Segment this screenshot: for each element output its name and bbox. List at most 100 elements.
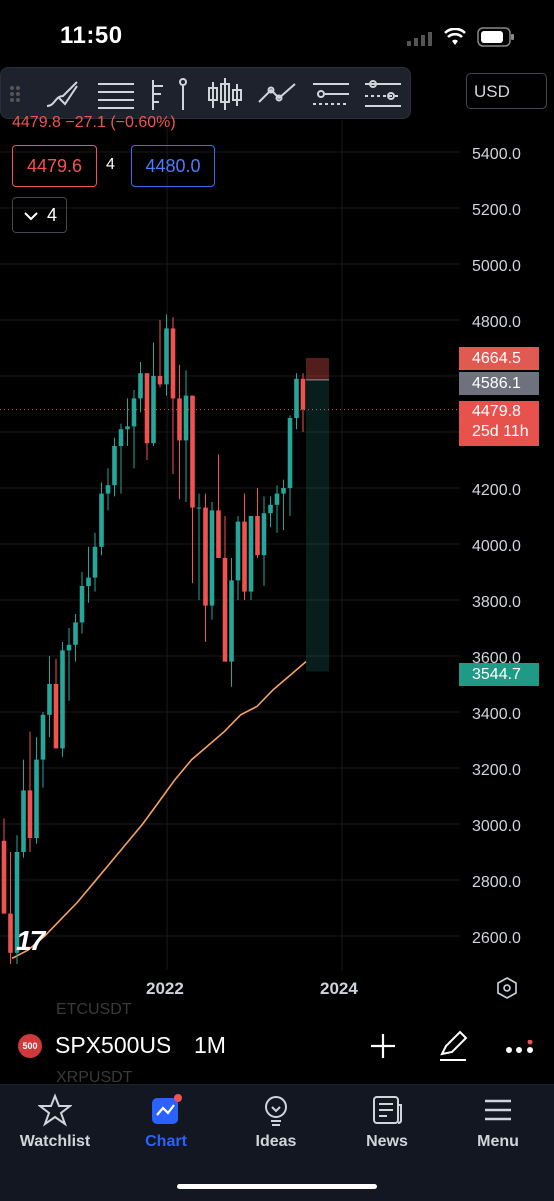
price-tick: 5200.0 [472,202,521,219]
price-tick: 4800.0 [472,314,521,331]
candle-up [86,577,91,586]
tradingview-logo: 17 [16,925,45,956]
moving-average-line [11,660,307,960]
range-icon[interactable] [311,76,351,112]
price-tick: 5000.0 [472,258,521,275]
time-tick: 2024 [320,979,358,998]
candle-up [248,516,254,592]
candle-down [170,328,176,399]
nav-news[interactable]: News [332,1093,442,1151]
nav-label: News [366,1133,408,1150]
date-range-icon[interactable] [363,76,403,112]
nav-label: Chart [145,1133,187,1150]
candle-up [287,418,293,488]
candle-up [34,759,39,838]
indicators-count: 4 [47,205,58,225]
candle-up [138,373,143,399]
trend-icon[interactable] [257,76,297,112]
chart-settings-hexagon-icon[interactable] [495,976,519,1000]
candle-up [66,644,72,651]
nav-watchlist[interactable]: Watchlist [0,1093,110,1151]
candle-up [183,395,189,441]
time-tick: 2022 [146,979,184,998]
candle-up [112,446,117,486]
candle-down [1,840,7,914]
star-icon [38,1093,72,1127]
price-tick: 4000.0 [472,538,521,555]
horizontal-lines-icon[interactable] [96,76,136,112]
menu-icon [485,1099,511,1121]
candle-up [274,493,280,505]
stop-loss-label: 3544.7 [459,663,539,686]
currency-label: USD [474,82,510,101]
drag-handle-icon[interactable] [5,76,25,112]
price-tick: 3600.0 [472,650,521,667]
more-icon[interactable] [505,1039,535,1061]
candle-up [14,852,20,953]
candle-up [196,507,202,509]
candles-icon[interactable] [205,76,245,112]
spread-value: 4 [106,156,115,173]
bar-countdown: 25d 11h [472,423,529,440]
nav-ideas[interactable]: Ideas [221,1093,331,1151]
status-time: 11:50 [60,22,123,49]
news-icon [373,1096,402,1124]
candle-down [300,378,306,410]
stop-zone [306,379,329,672]
candle-down [27,790,33,838]
battery-icon [477,27,515,52]
candle-up [235,521,241,581]
candle-up [92,546,98,578]
candle-up [73,622,78,645]
price-tick: 4200.0 [472,482,521,499]
fib-icon[interactable] [149,76,193,112]
price-tick: 3200.0 [472,762,521,779]
candle-up [268,504,273,514]
nav-label: Menu [477,1133,519,1150]
candle-up [229,580,234,662]
candle-up [99,493,104,547]
candle-up [40,714,46,760]
interval-button[interactable]: 1M [194,1032,226,1058]
entry-price-label: 4586.1 [459,372,539,395]
candle-up [164,328,169,385]
candle-up [125,426,130,430]
price-tick: 3400.0 [472,706,521,723]
candle-down [255,516,260,556]
candle-up [118,429,124,446]
target-zone [306,357,329,380]
plus-icon[interactable] [369,1032,397,1065]
candle-up [261,513,267,556]
candle-up [281,488,286,494]
currency-select[interactable]: USD [466,73,547,109]
drawing-toolbar [0,67,411,119]
candle-down [222,558,228,662]
nav-label: Watchlist [19,1133,91,1150]
buy-button[interactable]: 4480.0 [131,145,215,187]
price-chart[interactable] [0,120,460,970]
price-tick: 2600.0 [472,930,521,947]
candle-up [21,790,26,852]
pen-icon[interactable] [436,1028,470,1067]
take-profit-label: 4664.5 [459,347,539,370]
last-price-label: 4479.8 25d 11h [459,401,539,446]
symbol-name-button[interactable]: SPX500USD [55,1032,170,1058]
nav-label: Ideas [255,1133,297,1150]
wifi-icon [444,27,466,51]
nav-chart[interactable]: Chart [111,1093,221,1151]
candle-down [53,684,59,749]
candle-up [60,650,65,749]
candle-down [190,395,195,508]
brush-icon[interactable] [43,76,83,112]
chevron-down-icon [24,212,38,221]
candle-down [242,521,247,592]
candle-down [144,373,150,444]
nav-menu[interactable]: Menu [443,1093,553,1151]
price-tick: 3000.0 [472,818,521,835]
candle-down [157,376,163,385]
indicators-collapse-button[interactable]: 4 [12,197,67,233]
lightbulb-icon [265,1096,287,1126]
candle-up [79,586,85,623]
candle-down [177,398,182,441]
sell-button[interactable]: 4479.6 [12,145,97,187]
